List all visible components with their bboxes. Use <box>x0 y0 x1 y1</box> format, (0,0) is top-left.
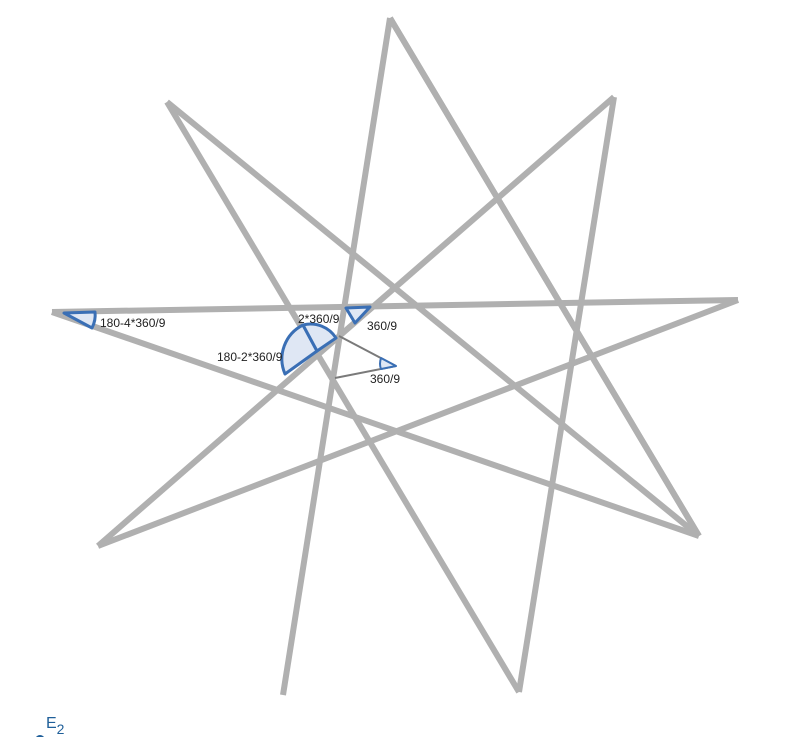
point-label-letter: E <box>46 715 57 732</box>
star-polygon <box>51 16 740 696</box>
angle-marker-outer-tip <box>62 310 97 330</box>
star-edge <box>51 297 739 315</box>
point-label-subscript: 2 <box>57 721 65 737</box>
star-edge <box>51 309 700 539</box>
star-edge <box>164 100 522 694</box>
point-label-e2: E2 <box>46 715 65 737</box>
angle-label-supplement: 180-2*360/9 <box>217 350 283 364</box>
star-edge <box>387 16 702 538</box>
star-edge <box>96 297 740 549</box>
star-edge <box>280 17 393 696</box>
angle-label-double: 2*360/9 <box>298 312 340 326</box>
angle-markers <box>62 305 397 376</box>
angle-label-inner-top: 360/9 <box>367 319 397 333</box>
angle-label-outer-tip: 180-4*360/9 <box>100 316 166 330</box>
star-edge <box>516 96 617 693</box>
angle-marker-inner-top <box>344 305 372 325</box>
angle-marker-double <box>301 322 338 353</box>
angle-marker-center <box>379 357 397 370</box>
star-edge <box>165 99 701 539</box>
angle-label-center: 360/9 <box>370 372 400 386</box>
